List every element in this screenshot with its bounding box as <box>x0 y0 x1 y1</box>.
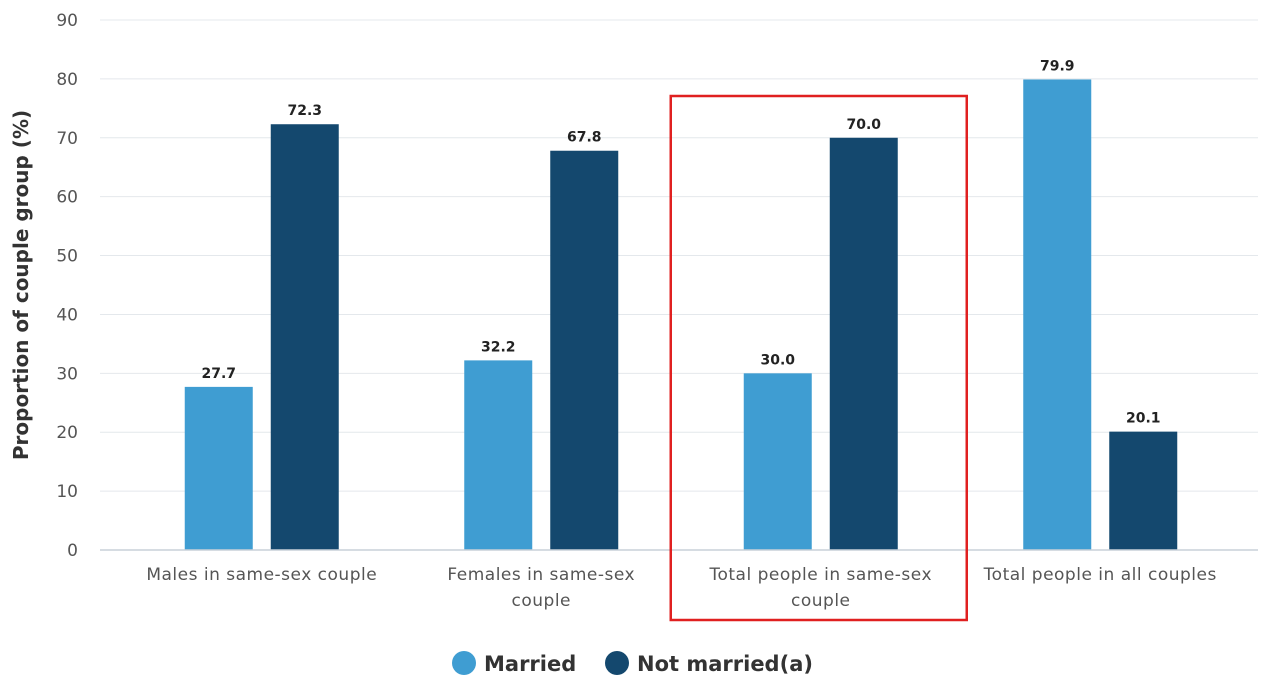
bar-married <box>1023 79 1092 550</box>
y-tick-label: 70 <box>56 129 78 149</box>
bar-not-married <box>550 150 619 550</box>
data-label: 30.0 <box>760 352 795 368</box>
y-tick-label: 20 <box>56 423 78 443</box>
y-axis-title: Proportion of couple group (%) <box>9 110 33 460</box>
y-tick-label: 50 <box>56 247 78 267</box>
x-category-label: Total people in all couples <box>983 565 1217 585</box>
data-label: 67.8 <box>567 130 602 146</box>
y-tick-label: 40 <box>56 305 78 325</box>
bar-not-married <box>1109 431 1178 550</box>
y-tick-label: 10 <box>56 482 78 502</box>
bars <box>184 79 1178 550</box>
data-label: 20.1 <box>1126 411 1161 427</box>
y-tick-label: 0 <box>67 541 78 561</box>
legend-label[interactable]: Not married(a) <box>637 652 813 676</box>
highlight-box <box>669 94 968 622</box>
x-category-label: Males in same-sex couple <box>146 565 377 585</box>
x-category-label: couple <box>512 591 572 611</box>
legend-label[interactable]: Married <box>484 652 576 676</box>
y-tick-label: 80 <box>56 70 78 90</box>
bar-not-married <box>829 137 898 550</box>
x-axis-categories: Males in same-sex couple Females in same-… <box>146 565 1217 611</box>
x-category-label: Females in same-sex <box>447 565 635 585</box>
legend-swatch <box>605 651 629 675</box>
x-category-label: couple <box>791 591 851 611</box>
y-tick-label: 90 <box>56 11 78 31</box>
data-labels: 27.7 72.3 32.2 67.8 30.0 70.0 79.9 20.1 <box>201 58 1160 426</box>
y-tick-label: 30 <box>56 364 78 384</box>
data-label: 72.3 <box>287 103 322 119</box>
y-axis-ticks: 0 10 20 30 40 50 60 70 80 90 <box>56 11 78 561</box>
legend-swatch <box>452 651 476 675</box>
bar-not-married <box>270 124 339 550</box>
bar-married <box>464 360 533 550</box>
data-label: 27.7 <box>201 366 236 382</box>
data-label: 70.0 <box>846 117 881 133</box>
data-label: 32.2 <box>481 339 516 355</box>
x-category-label: Total people in same-sex <box>708 565 932 585</box>
legend: Married Not married(a) <box>452 651 813 676</box>
data-label: 79.9 <box>1040 58 1075 74</box>
bar-married <box>743 373 812 550</box>
bar-married <box>184 386 253 550</box>
y-tick-label: 60 <box>56 188 78 208</box>
